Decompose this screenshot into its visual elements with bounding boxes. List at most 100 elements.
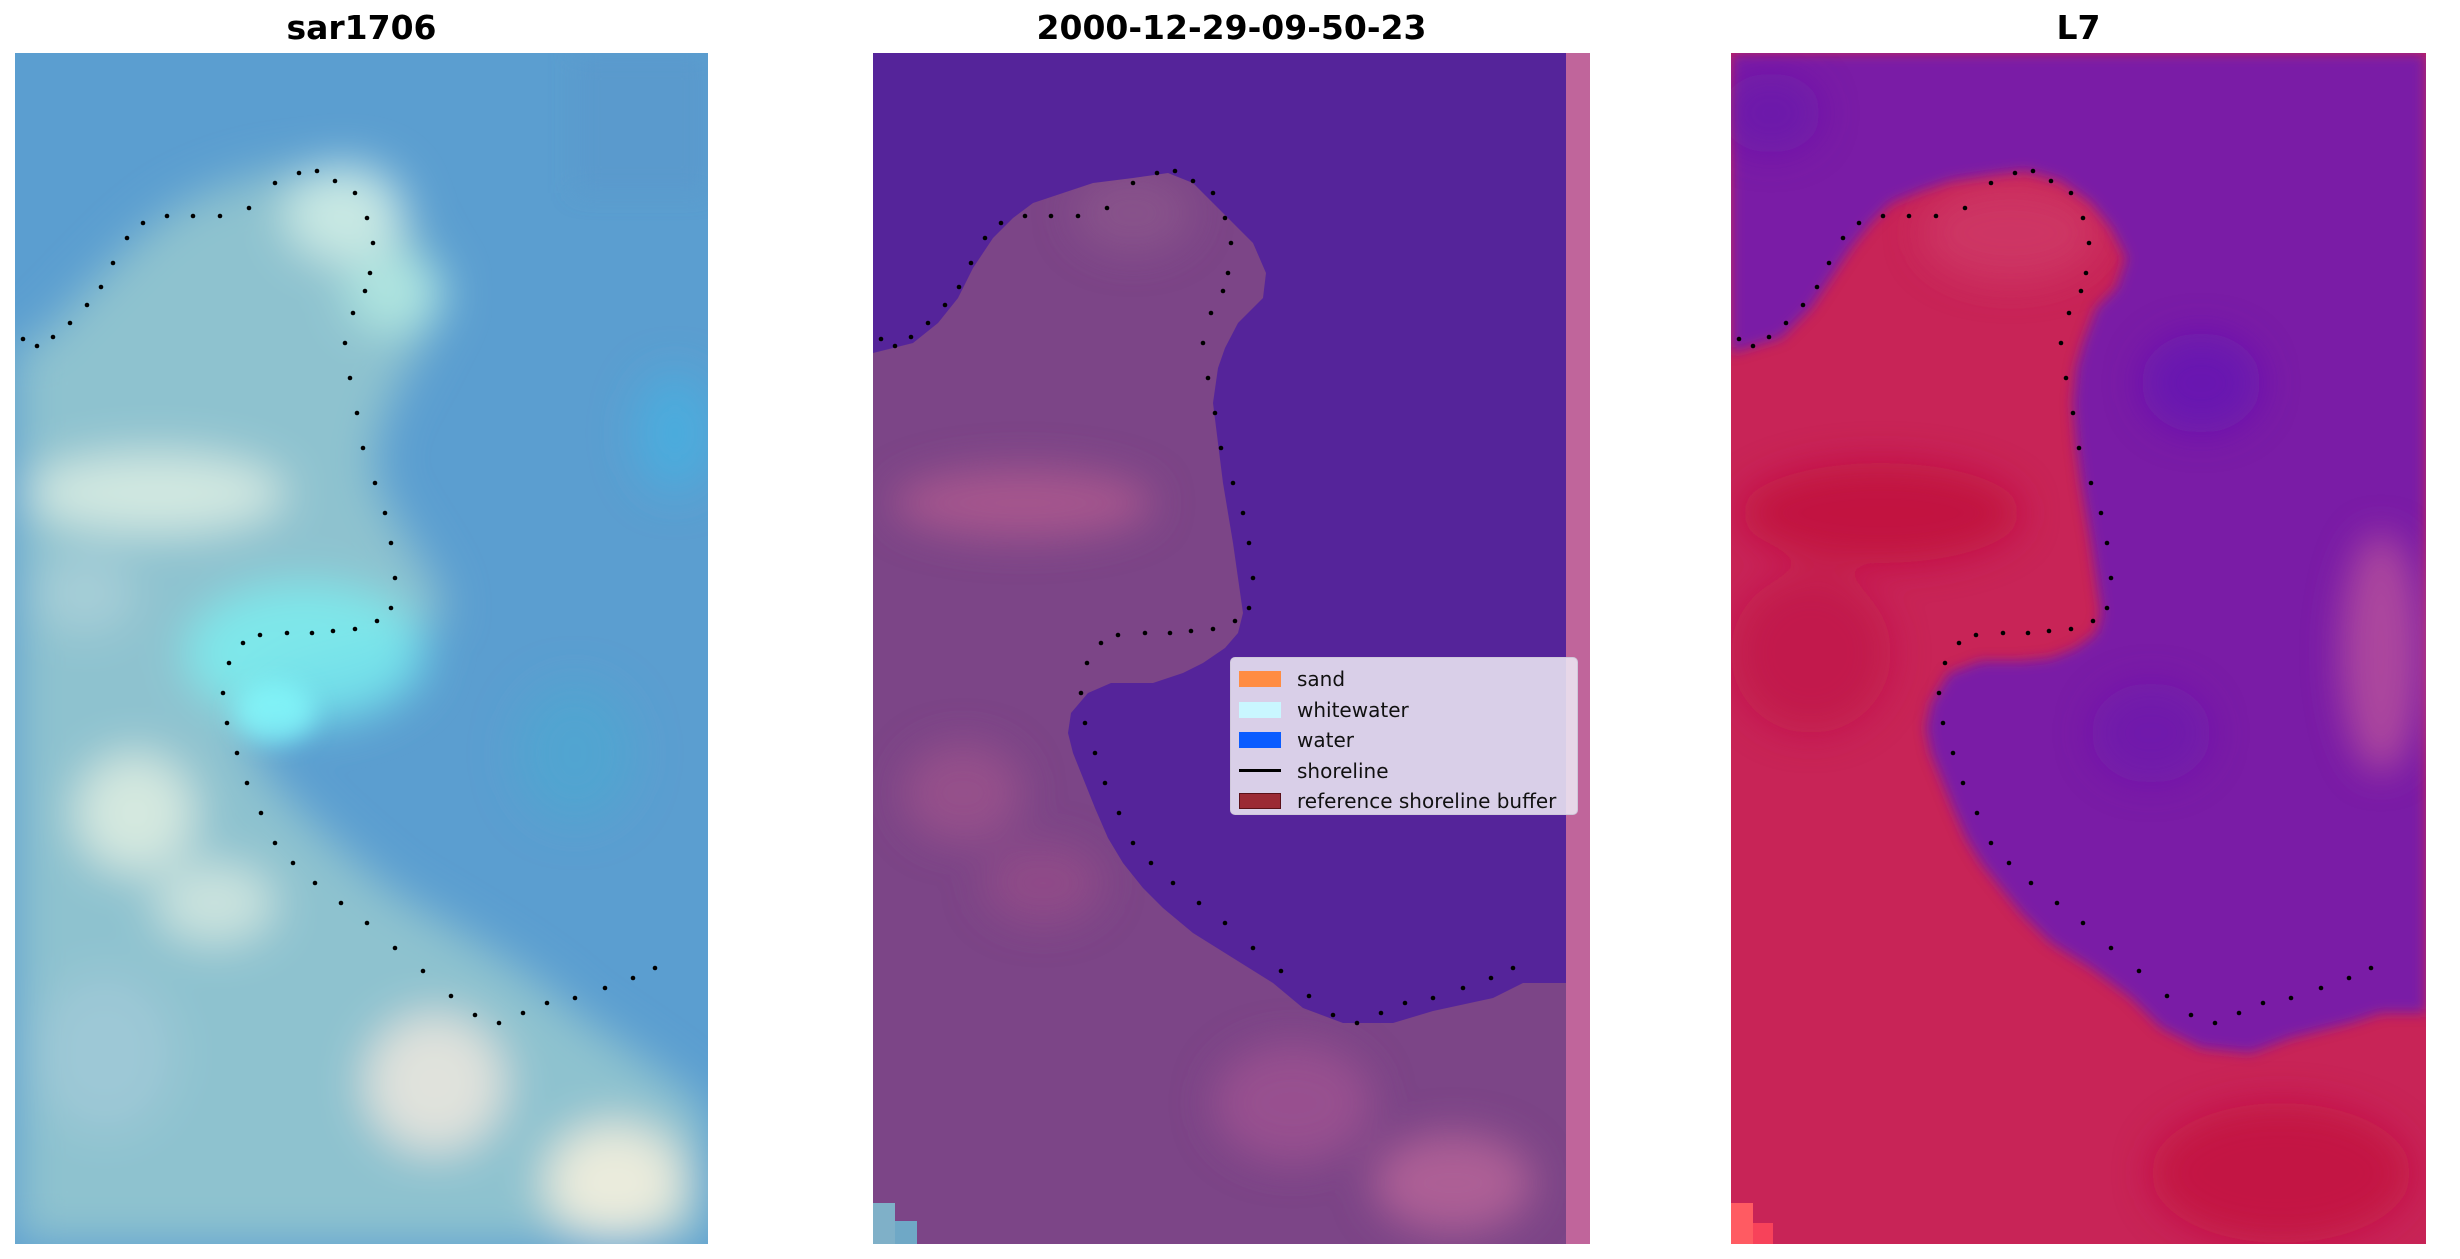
shoreline-point [217,213,223,219]
shoreline-point [2080,920,2086,926]
shoreline-point [1826,260,1832,266]
shoreline-point [2048,178,2054,184]
shoreline-point [124,235,130,241]
shoreline-point [1250,945,1256,951]
classified-image [873,53,1590,1244]
classified-image-panel [873,53,1590,1244]
shoreline-point [2086,240,2092,246]
shoreline-point [2108,575,2114,581]
index-image-panel [1731,53,2426,1244]
shoreline-point [1488,975,1494,981]
shoreline-point [2078,288,2084,294]
shoreline-line-icon [1239,769,1281,773]
shoreline-point [2098,510,2104,516]
shoreline-point [1973,632,1979,638]
shoreline-point [1142,630,1148,636]
shoreline-point [350,310,356,316]
shoreline-point [1154,170,1160,176]
rgb-image [15,53,708,1244]
shoreline-point [2054,900,2060,906]
shoreline-point [630,975,636,981]
shoreline-point [1950,750,1956,756]
shoreline-point [2088,480,2094,486]
shoreline-point [1225,270,1231,276]
shoreline-point [908,334,914,340]
panel-title-classified: 2000-12-29-09-50-23 [1036,8,1427,47]
shoreline-point [1402,1000,1408,1006]
shoreline-point [956,284,962,290]
shoreline-point [1230,480,1236,486]
shoreline-point [164,213,170,219]
shoreline-point [1022,213,1028,219]
shoreline-point [2288,995,2294,1001]
shoreline-point [2068,626,2074,632]
shoreline-point [1510,965,1516,971]
shoreline-point [448,993,454,999]
shoreline-trace [20,168,658,1026]
shoreline-point [1048,213,1054,219]
shoreline-point [98,284,104,290]
sand-swatch [1239,671,1281,688]
shoreline-point [309,630,315,636]
shoreline-point [1940,720,1946,726]
shoreline-point [1942,660,1948,666]
shoreline-point [1330,1012,1336,1018]
shoreline-point [2136,968,2142,974]
shoreline-point [224,720,230,726]
shoreline-point [2083,270,2089,276]
shoreline-point [2046,628,2052,634]
legend-item-water: water [1239,725,1569,756]
shoreline-point [347,375,353,381]
shoreline-trace [1736,168,2374,1026]
shoreline-point [1098,640,1104,646]
shoreline-point [572,995,578,1001]
shoreline-point [1196,900,1202,906]
shoreline-point [472,1012,478,1018]
shoreline-point [1222,920,1228,926]
shoreline-point [1800,302,1806,308]
legend-item-shoreline: shoreline [1239,756,1569,787]
legend-label-water: water [1297,728,1354,753]
shoreline-point [1906,213,1912,219]
shoreline-point [284,630,290,636]
shoreline-point [110,260,116,266]
shoreline-point [1075,213,1081,219]
shoreline-point [2080,215,2086,221]
shoreline-point [1170,880,1176,886]
shoreline-point [544,1000,550,1006]
shoreline-point [1092,750,1098,756]
shoreline-point [1210,190,1216,196]
shoreline-point [258,810,264,816]
shoreline-point [84,302,90,308]
shoreline-point [420,968,426,974]
shoreline-point [342,340,348,346]
shoreline-point [878,336,884,342]
shoreline-point [982,235,988,241]
shoreline-point [2188,1012,2194,1018]
legend-item-sand: sand [1239,664,1569,695]
shoreline-point [2108,945,2114,951]
shoreline-point [1736,336,1742,342]
shoreline-point [360,445,366,451]
shoreline-point [1880,213,1886,219]
shoreline-point [352,626,358,632]
shoreline-point [925,320,931,326]
shoreline-point [1960,780,1966,786]
shoreline-point [2025,630,2031,636]
shoreline-point [1750,343,1756,349]
shoreline-point [1354,1020,1360,1026]
shoreline-point [2068,190,2074,196]
shoreline-point [1840,235,1846,241]
shoreline-point [190,213,196,219]
shoreline-point [1814,284,1820,290]
shoreline-point [2104,605,2110,611]
whitewater-swatch [1239,701,1281,718]
shoreline-point [2236,1010,2242,1016]
shoreline-point [330,628,336,634]
shoreline-point [2164,993,2170,999]
shoreline-point [20,336,26,342]
shoreline-point [312,880,318,886]
shoreline-point [352,190,358,196]
shoreline-point [1378,1010,1384,1016]
shoreline-point [602,985,608,991]
